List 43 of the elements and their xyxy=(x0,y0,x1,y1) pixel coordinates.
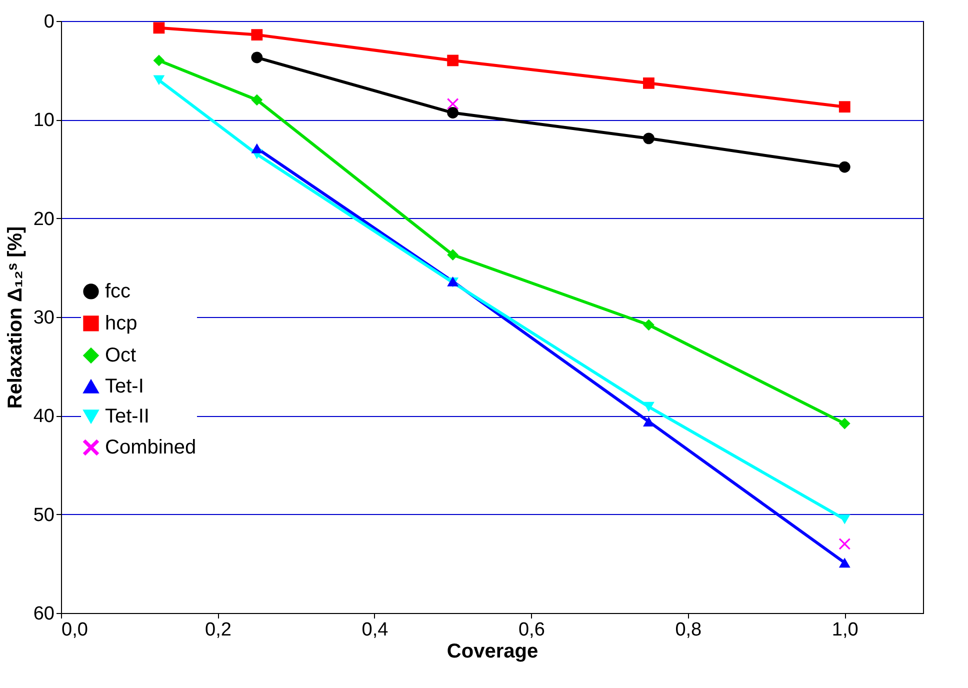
point xyxy=(153,75,165,86)
x-tick-label: 0,2 xyxy=(205,620,232,640)
point xyxy=(447,54,459,66)
x-tick-label: 0,8 xyxy=(675,620,702,640)
point xyxy=(447,249,459,261)
point xyxy=(838,514,850,524)
legend-label: Oct xyxy=(105,344,137,366)
point xyxy=(251,143,263,154)
point xyxy=(838,538,850,550)
y-tick-label: 20 xyxy=(33,208,54,230)
legend-label: Tet-I xyxy=(105,375,144,398)
x-tick-label: 0,6 xyxy=(518,620,545,640)
legend-label: hcp xyxy=(105,312,138,334)
point xyxy=(251,52,263,64)
point xyxy=(447,107,459,118)
y-tick-label: 0 xyxy=(44,12,54,32)
point xyxy=(838,418,850,430)
legend-label: fcc xyxy=(105,280,131,302)
x-tick-label: 0,4 xyxy=(362,620,389,640)
x-tick-label: 1,0 xyxy=(832,620,858,640)
y-axis-title: Relaxation Δ₁₂ˢ [%] xyxy=(4,226,26,409)
point xyxy=(447,98,459,110)
point xyxy=(643,319,654,331)
point xyxy=(643,132,654,144)
legend-label: Combined xyxy=(105,436,196,458)
y-tick-label: 10 xyxy=(33,110,54,132)
point xyxy=(838,161,850,173)
legend-label: Tet-II xyxy=(105,405,150,428)
x-axis-title: Coverage xyxy=(446,640,538,662)
point xyxy=(838,101,850,113)
x-tick-label: 0,0 xyxy=(62,620,88,640)
point xyxy=(643,416,654,427)
point xyxy=(643,402,654,412)
point xyxy=(153,54,165,66)
point xyxy=(838,558,850,568)
point xyxy=(643,77,654,89)
point xyxy=(251,29,263,41)
y-tick-label: 50 xyxy=(33,504,54,526)
y-tick-label: 30 xyxy=(33,308,54,328)
y-tick-label: 60 xyxy=(33,604,54,624)
point xyxy=(153,22,165,34)
point xyxy=(251,94,263,106)
y-tick-label: 40 xyxy=(33,406,54,428)
